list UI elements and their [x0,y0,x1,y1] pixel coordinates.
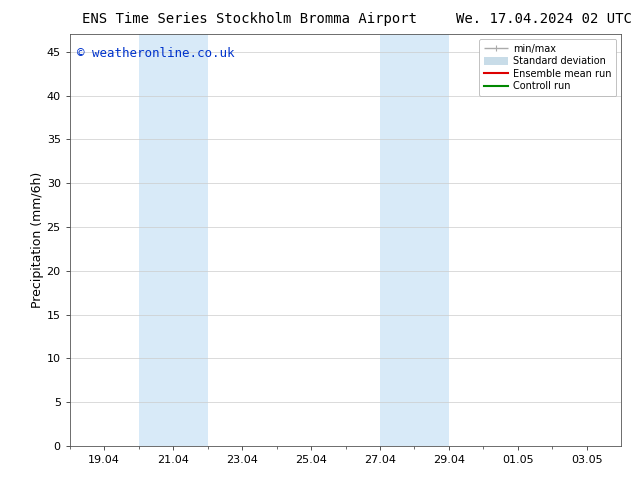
Bar [380,34,449,446]
Text: We. 17.04.2024 02 UTC: We. 17.04.2024 02 UTC [456,12,632,26]
Legend: min/max, Standard deviation, Ensemble mean run, Controll run: min/max, Standard deviation, Ensemble me… [479,39,616,96]
Bar [139,34,207,446]
Y-axis label: Precipitation (mm/6h): Precipitation (mm/6h) [31,172,44,308]
Text: ENS Time Series Stockholm Bromma Airport: ENS Time Series Stockholm Bromma Airport [82,12,417,26]
Text: © weatheronline.co.uk: © weatheronline.co.uk [77,48,234,60]
